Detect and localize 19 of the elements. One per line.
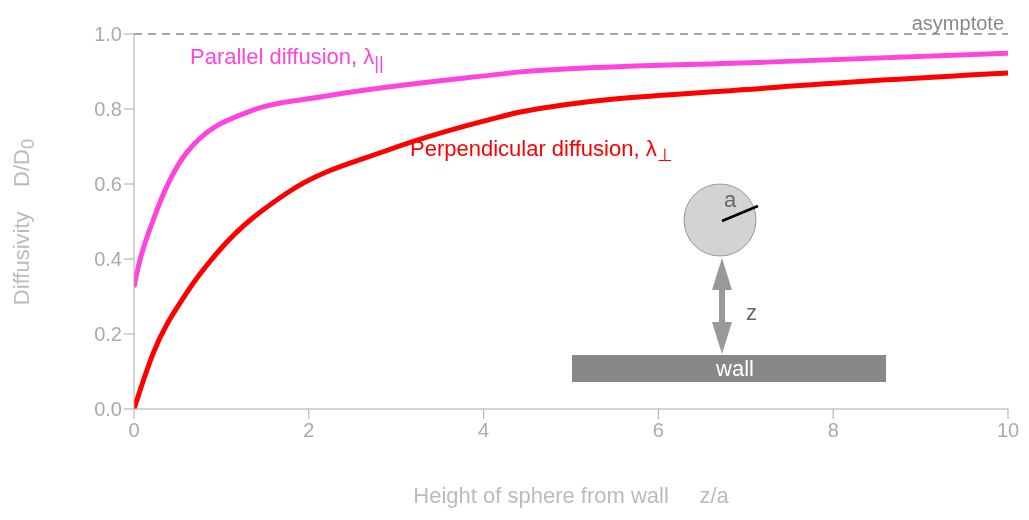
y-tick-label: 0.2 [94,323,122,346]
annotation: wall [715,356,754,381]
annotation: a [723,187,737,212]
x-tick-label: 6 [652,419,664,442]
y-tick-label: 0.4 [94,248,122,271]
series-label: Parallel diffusion, λ$_{||}$ [190,44,384,75]
y-tick-label: 1.0 [94,23,122,46]
y-tick-label: 0.0 [94,398,122,421]
x-tick-label: 2 [303,419,315,442]
x-tick-label: 0 [128,419,140,442]
x-axis-title: Height of sphere from wall z/a [412,483,730,509]
series-label: Perpendicular diffusion, λ$_{⊥}$ [410,136,673,167]
y-tick-label: 0.6 [94,173,122,196]
x-tick-label: 4 [478,419,490,442]
annotation: z [746,300,757,325]
y-tick-label: 0.8 [94,98,122,121]
ref-line-label: asymptote [911,12,1004,34]
x-tick-label: 8 [827,419,839,442]
x-tick-label: 10 [996,419,1020,442]
